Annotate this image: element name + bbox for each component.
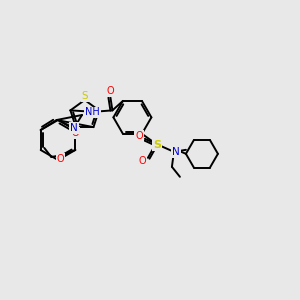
Text: S: S <box>153 140 161 150</box>
Text: O: O <box>138 156 146 166</box>
Text: N: N <box>172 147 180 157</box>
Text: O: O <box>56 154 64 164</box>
Text: NH: NH <box>85 107 100 117</box>
Text: O: O <box>106 86 114 96</box>
Text: S: S <box>81 91 88 101</box>
Text: O: O <box>135 131 143 141</box>
Text: O: O <box>71 128 79 138</box>
Text: N: N <box>70 123 78 133</box>
